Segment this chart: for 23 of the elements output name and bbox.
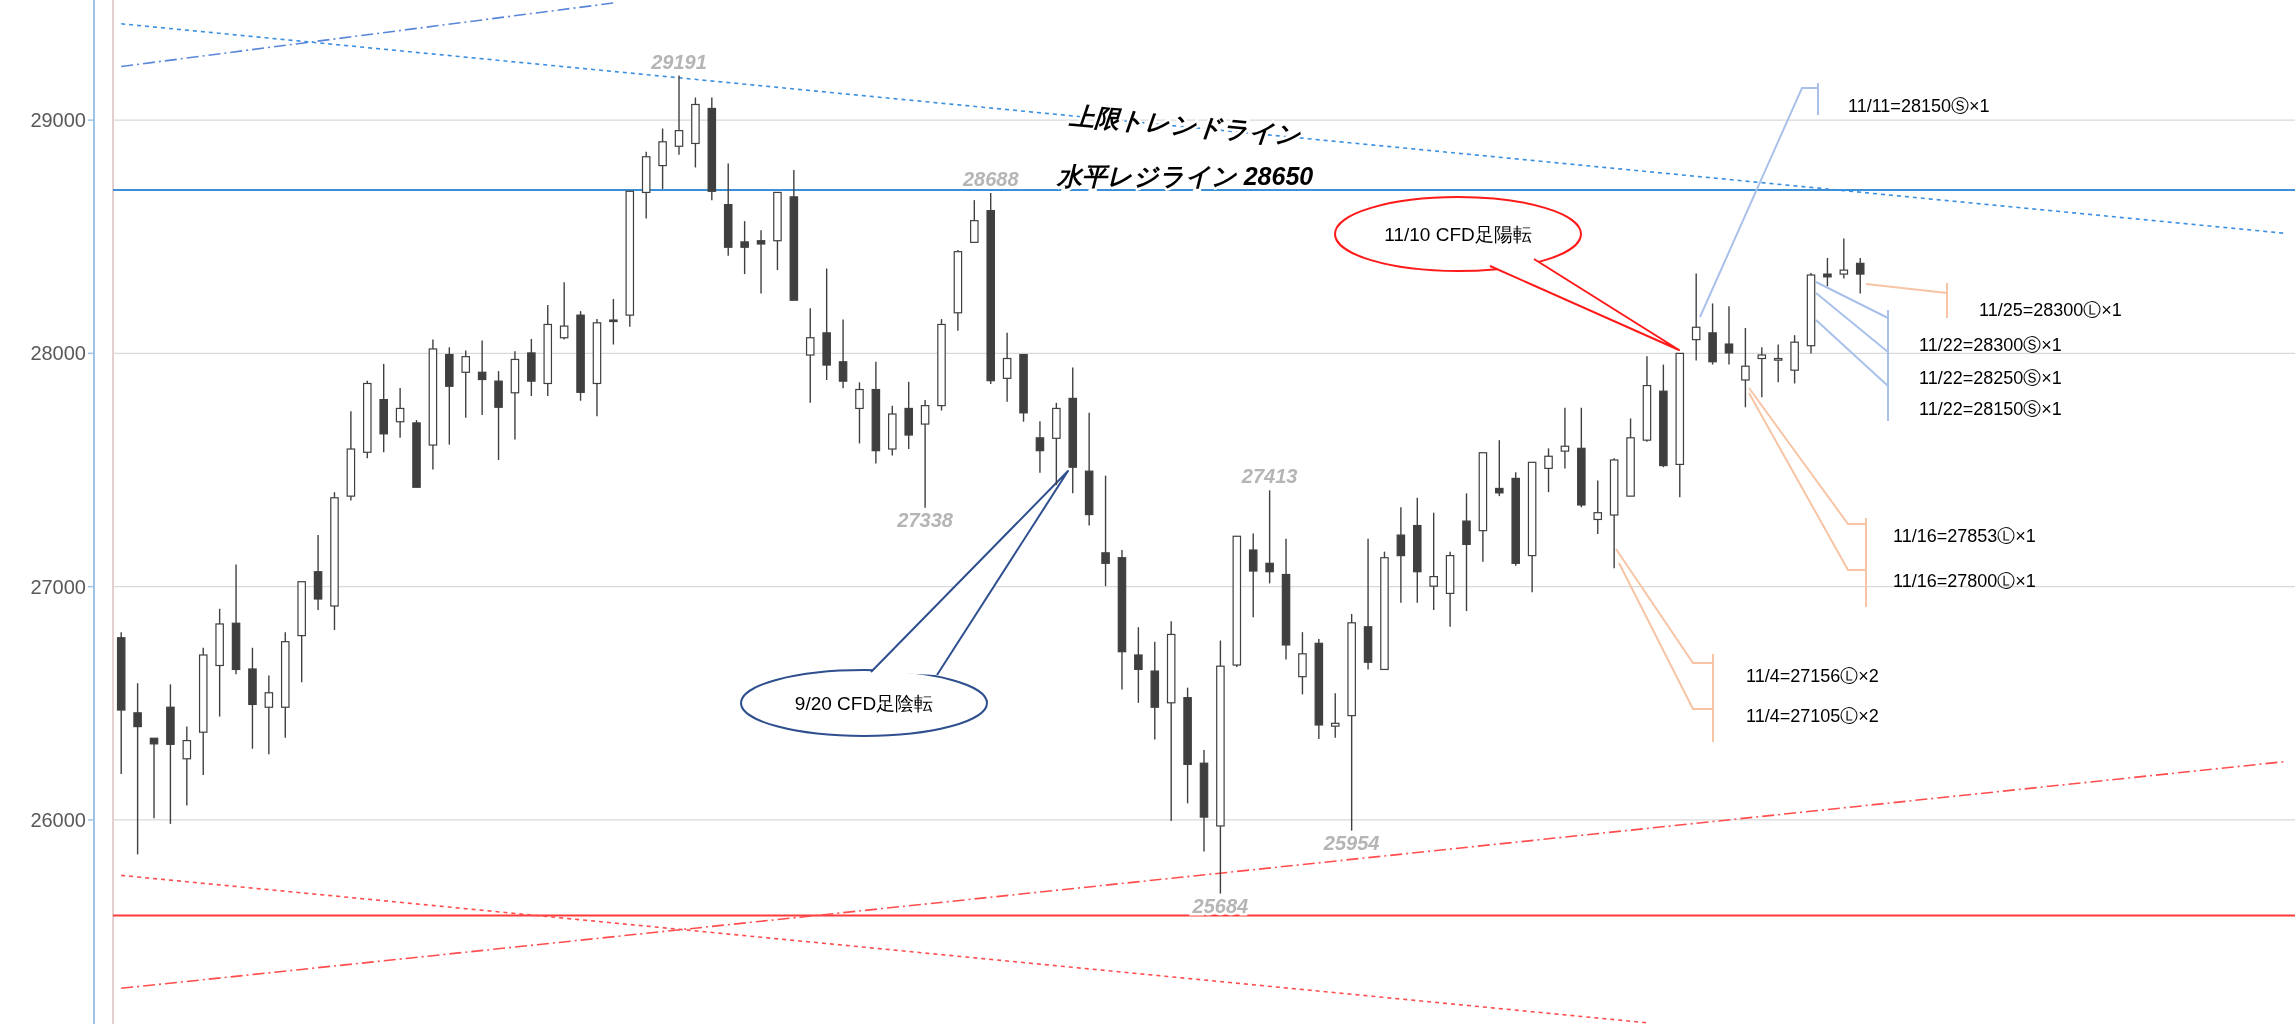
annotation: 11/4=27156Ⓛ×2	[1746, 666, 1879, 686]
peak-label: 27338	[897, 508, 953, 531]
peak-label: 25954	[1323, 831, 1380, 854]
y-tick-label: 26000	[30, 808, 86, 831]
annotation: 11/22=28300Ⓢ×1	[1919, 335, 2062, 355]
peak-label: 27413	[1241, 465, 1298, 488]
annotation: 11/16=27800Ⓛ×1	[1893, 571, 2036, 591]
y-tick-label: 29000	[30, 109, 86, 132]
annotation: 11/22=28250Ⓢ×1	[1919, 368, 2062, 388]
peak-label: 25684	[1192, 894, 1249, 917]
annotation: 11/11=28150Ⓢ×1	[1848, 96, 1990, 116]
peak-label: 28688	[962, 167, 1019, 190]
annotation: 11/25=28300Ⓛ×1	[1979, 300, 2122, 320]
annotation: 11/4=27105Ⓛ×2	[1746, 706, 1879, 726]
annotation: 11/16=27853Ⓛ×1	[1893, 526, 2036, 546]
annotation: 上限トレンドライン	[1067, 100, 1302, 150]
annotation: 11/22=28150Ⓢ×1	[1919, 399, 2062, 419]
annotation: 11/10 CFD足陽転	[1384, 223, 1532, 245]
peak-label: 29191	[651, 50, 707, 73]
annotation: 9/20 CFD足陰転	[794, 692, 934, 714]
y-tick-label: 28000	[30, 342, 86, 365]
annotation: 水平レジライン 28650	[1055, 162, 1314, 190]
y-tick-label: 27000	[30, 575, 86, 598]
